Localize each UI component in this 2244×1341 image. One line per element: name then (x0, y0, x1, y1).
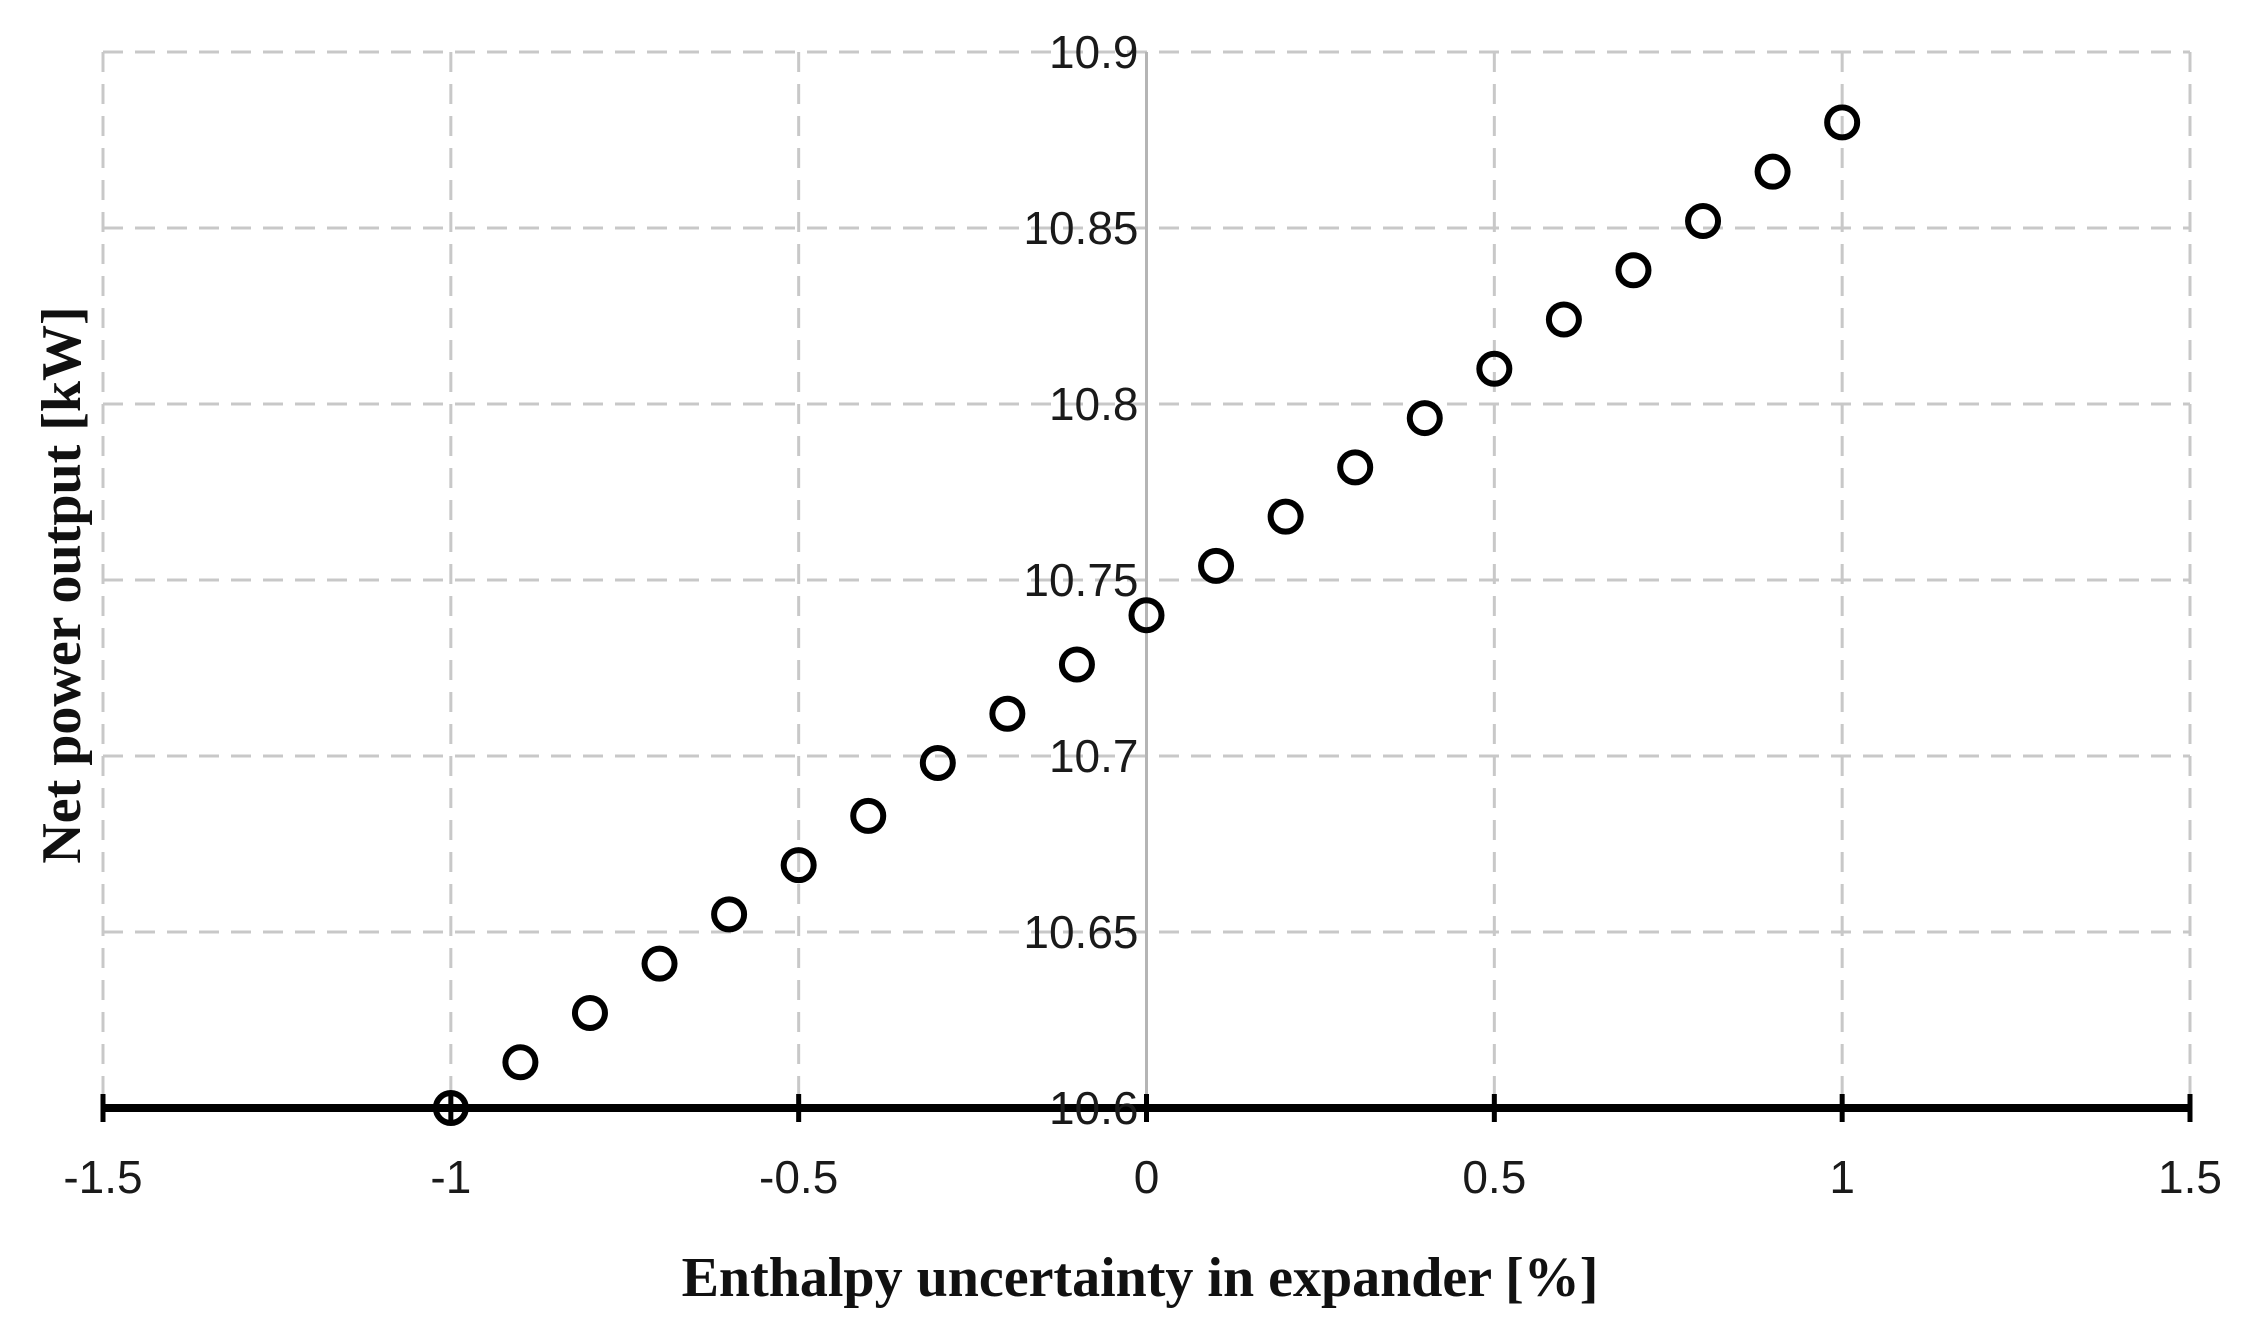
x-tick-label: 0.5 (1462, 1151, 1526, 1203)
data-point (919, 745, 956, 782)
data-point (1267, 498, 1304, 535)
data-point (1476, 350, 1513, 387)
data-point (1058, 646, 1095, 683)
data-point (1128, 597, 1165, 634)
y-tick-label: 10.7 (1049, 730, 1139, 782)
data-point (780, 847, 817, 884)
data-point (850, 797, 887, 834)
y-tick-label: 10.8 (1049, 378, 1139, 430)
data-point (1198, 547, 1235, 584)
data-point (1824, 104, 1861, 141)
x-tick-label: 1 (1829, 1151, 1855, 1203)
tick-labels: -1.5 -1 -0.5 0 0.5 1 1.5 10.6 10.65 10.7 10.75 10.8… (63, 26, 2222, 1203)
y-tick-label: 10.65 (1023, 906, 1138, 958)
data-points (432, 104, 1861, 1126)
data-point (571, 994, 608, 1031)
x-tick-label: -1 (430, 1151, 471, 1203)
data-point (641, 945, 678, 982)
y-axis-title: Net power output [kW] (31, 306, 93, 863)
data-point (1545, 301, 1582, 338)
x-axis-title: Enthalpy uncertainty in expander [%] (682, 1247, 1599, 1309)
data-point (1685, 202, 1722, 239)
x-tick-label: 0 (1134, 1151, 1160, 1203)
data-point (989, 695, 1026, 732)
axes (100, 52, 2193, 1122)
x-tick-label: 1.5 (2158, 1151, 2222, 1203)
x-tick-label: -0.5 (759, 1151, 838, 1203)
data-point (711, 896, 748, 933)
y-tick-label: 10.75 (1023, 554, 1138, 606)
data-point (1615, 252, 1652, 289)
y-tick-label: 10.9 (1049, 26, 1139, 78)
data-point (1337, 449, 1374, 486)
y-tick-label: 10.6 (1049, 1082, 1139, 1134)
x-tick-label: -1.5 (63, 1151, 142, 1203)
data-point (1406, 400, 1443, 437)
data-point (432, 1090, 469, 1126)
y-tick-label: 10.85 (1023, 202, 1138, 254)
data-point (1754, 153, 1791, 190)
data-point (502, 1044, 539, 1081)
